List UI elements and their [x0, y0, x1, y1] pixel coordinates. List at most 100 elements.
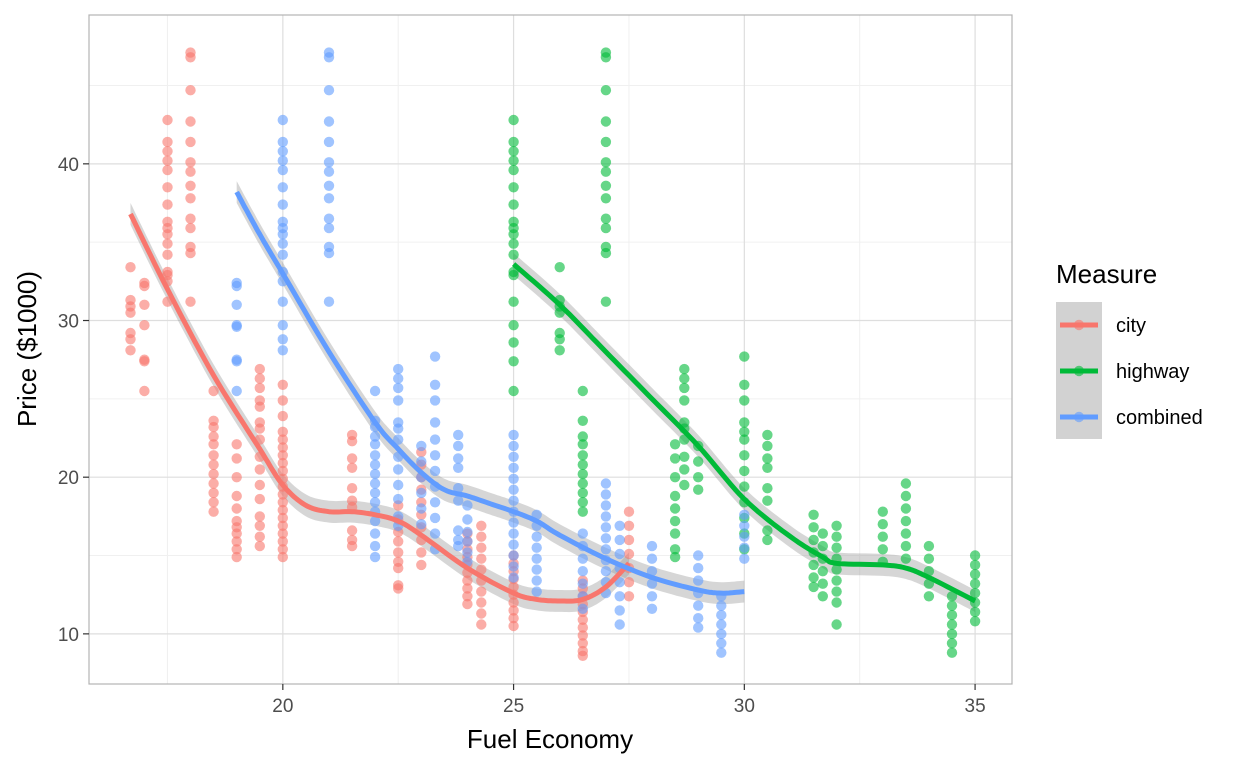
- point-highway: [600, 180, 612, 191]
- point-highway: [946, 619, 958, 630]
- point-city: [476, 586, 487, 597]
- point-city: [162, 229, 173, 240]
- point-combined: [429, 450, 441, 461]
- point-highway: [762, 534, 773, 546]
- x-tick-label: 25: [503, 696, 524, 717]
- plot-panel: [89, 15, 1012, 684]
- point-combined: [693, 600, 704, 611]
- point-city: [277, 544, 288, 555]
- y-tick-label: 20: [58, 468, 79, 489]
- point-city: [277, 450, 288, 461]
- point-combined: [739, 520, 750, 531]
- point-highway: [577, 431, 588, 442]
- point-city: [346, 453, 358, 464]
- point-city: [125, 262, 136, 273]
- point-combined: [646, 553, 658, 564]
- point-city: [125, 307, 136, 318]
- point-highway: [693, 484, 704, 495]
- point-combined: [508, 495, 519, 506]
- point-combined: [577, 603, 588, 614]
- point-highway: [946, 628, 958, 640]
- point-highway: [900, 503, 912, 514]
- point-city: [139, 280, 150, 292]
- point-highway: [762, 462, 773, 473]
- point-highway: [831, 520, 842, 531]
- point-combined: [531, 542, 542, 553]
- point-highway: [693, 456, 704, 467]
- point-city: [277, 379, 288, 390]
- point-highway: [508, 296, 519, 307]
- point-city: [125, 334, 136, 345]
- point-city: [208, 421, 219, 433]
- point-combined: [739, 553, 750, 564]
- point-city: [462, 598, 473, 610]
- point-combined: [600, 489, 612, 500]
- point-combined: [323, 296, 335, 307]
- point-highway: [762, 525, 773, 536]
- point-highway: [923, 591, 935, 602]
- point-combined: [277, 114, 288, 126]
- point-highway: [679, 451, 690, 462]
- point-highway: [554, 334, 565, 345]
- grid-lines: [89, 15, 1012, 684]
- point-city: [185, 157, 196, 168]
- point-city: [185, 52, 196, 63]
- point-combined: [416, 519, 427, 530]
- point-combined: [508, 462, 519, 473]
- point-city: [162, 249, 173, 260]
- point-combined: [323, 52, 335, 63]
- point-combined: [323, 157, 335, 168]
- point-city: [508, 597, 519, 608]
- point-city: [254, 464, 265, 475]
- point-combined: [393, 373, 404, 384]
- point-city: [162, 164, 173, 176]
- point-city: [476, 608, 487, 619]
- point-highway: [508, 136, 519, 148]
- point-combined: [429, 417, 441, 428]
- point-combined: [369, 478, 381, 489]
- point-highway: [739, 426, 750, 437]
- point-city: [476, 520, 487, 531]
- point-city: [277, 504, 288, 516]
- point-combined: [600, 566, 612, 577]
- point-combined: [508, 484, 519, 495]
- point-combined: [739, 542, 750, 553]
- point-highway: [739, 417, 750, 428]
- point-combined: [369, 431, 381, 442]
- plot-border: [88, 14, 1013, 685]
- point-city: [277, 465, 288, 477]
- point-highway: [739, 351, 750, 362]
- point-combined: [277, 238, 288, 249]
- point-highway: [600, 157, 612, 168]
- point-combined: [577, 566, 588, 577]
- point-combined: [508, 572, 519, 583]
- point-highway: [969, 616, 981, 627]
- point-city: [346, 483, 358, 494]
- point-city: [185, 213, 196, 224]
- point-city: [476, 542, 487, 553]
- point-combined: [323, 193, 335, 204]
- point-city: [254, 401, 265, 412]
- point-highway: [669, 503, 681, 514]
- point-city: [277, 497, 288, 508]
- point-city: [254, 511, 265, 522]
- point-highway: [669, 490, 681, 502]
- point-city: [185, 296, 196, 307]
- point-highway: [577, 459, 588, 470]
- point-city: [208, 450, 219, 461]
- point-combined: [429, 465, 441, 477]
- point-city: [185, 222, 196, 234]
- point-highway: [877, 531, 888, 542]
- point-combined: [693, 562, 704, 574]
- point-highway: [508, 337, 519, 348]
- point-highway: [946, 647, 958, 658]
- point-highway: [508, 199, 519, 210]
- point-city: [125, 345, 136, 356]
- point-city: [462, 575, 473, 586]
- legend-label-city: city: [1116, 315, 1146, 337]
- point-highway: [808, 581, 819, 593]
- point-combined: [277, 164, 288, 176]
- point-combined: [646, 540, 658, 552]
- point-combined: [693, 622, 704, 633]
- point-combined: [369, 497, 381, 508]
